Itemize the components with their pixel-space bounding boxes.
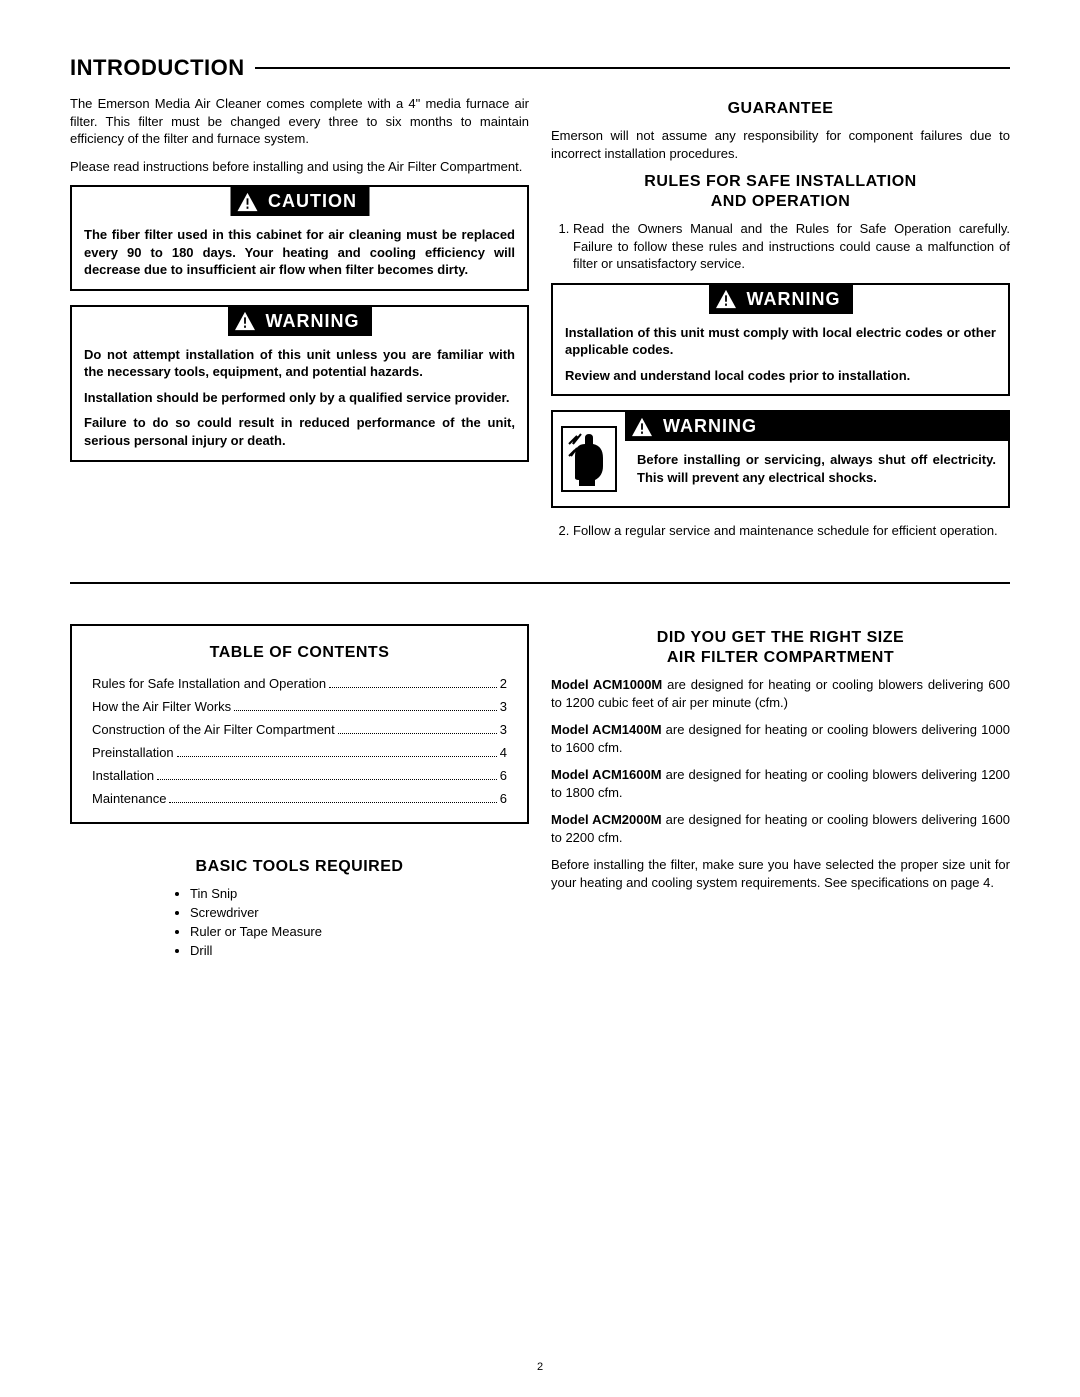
caution-header: CAUTION (230, 187, 369, 216)
warning-triangle-icon (234, 311, 256, 331)
toc-label: Installation (92, 768, 154, 783)
warning-label-2: WARNING (747, 289, 841, 310)
rules-list-1: Read the Owners Manual and the Rules for… (551, 220, 1010, 273)
guarantee-heading: GUARANTEE (551, 99, 1010, 119)
top-right-column: GUARANTEE Emerson will not assume any re… (551, 95, 1010, 550)
caution-body: The fiber filter used in this cabinet fo… (84, 226, 515, 279)
toc-page: 3 (500, 722, 507, 737)
page: INTRODUCTION The Emerson Media Air Clean… (0, 0, 1080, 1397)
rules-list-2: Follow a regular service and maintenance… (551, 522, 1010, 540)
toc-page: 6 (500, 791, 507, 806)
electric-shock-hand-icon (561, 426, 617, 492)
toc-dots (157, 779, 497, 780)
toc-row: Installation 6 (92, 768, 507, 783)
size-heading: DID YOU GET THE RIGHT SIZE AIR FILTER CO… (551, 628, 1010, 668)
warning-header-3: WARNING (625, 412, 1008, 441)
bottom-columns: TABLE OF CONTENTS Rules for Safe Install… (70, 624, 1010, 962)
model-name: Model ACM1400M (551, 722, 662, 737)
toc-dots (338, 733, 497, 734)
warning-triangle-icon (236, 192, 258, 212)
model-name: Model ACM1600M (551, 767, 662, 782)
toc-dots (169, 802, 496, 803)
title-rule (255, 67, 1010, 69)
size-footer: Before installing the filter, make sure … (551, 856, 1010, 891)
rules-heading: RULES FOR SAFE INSTALLATION AND OPERATIO… (551, 172, 1010, 212)
horizontal-divider (70, 582, 1010, 584)
warning3-content: WARNING Before installing or servicing, … (625, 412, 1008, 506)
toc-label: Construction of the Air Filter Compartme… (92, 722, 335, 737)
toc-label: Rules for Safe Installation and Operatio… (92, 676, 326, 691)
size-heading-l2: AIR FILTER COMPARTMENT (667, 649, 894, 666)
toc-box: TABLE OF CONTENTS Rules for Safe Install… (70, 624, 529, 824)
caution-box: CAUTION The fiber filter used in this ca… (70, 185, 529, 291)
tool-item: Drill (190, 943, 529, 958)
warning2-p1: Installation of this unit must comply wi… (565, 324, 996, 359)
toc-dots (329, 687, 497, 688)
toc-label: Maintenance (92, 791, 166, 806)
bottom-right-column: DID YOU GET THE RIGHT SIZE AIR FILTER CO… (551, 624, 1010, 962)
model-row: Model ACM2000M are designed for heating … (551, 811, 1010, 846)
warning-triangle-icon (715, 289, 737, 309)
warning1-p1: Do not attempt installation of this unit… (84, 346, 515, 381)
size-heading-l1: DID YOU GET THE RIGHT SIZE (657, 629, 904, 646)
warning-header-1: WARNING (228, 307, 372, 336)
bottom-left-column: TABLE OF CONTENTS Rules for Safe Install… (70, 624, 529, 962)
rule-item-1: Read the Owners Manual and the Rules for… (573, 220, 1010, 273)
rule-item-2: Follow a regular service and maintenance… (573, 522, 1010, 540)
warning-box-3: WARNING Before installing or servicing, … (551, 410, 1010, 508)
toc-page: 2 (500, 676, 507, 691)
caution-label: CAUTION (268, 191, 357, 212)
tool-item: Ruler or Tape Measure (190, 924, 529, 939)
rules-heading-l2: AND OPERATION (711, 193, 851, 210)
warning-label-3: WARNING (663, 416, 757, 437)
warning-label-1: WARNING (266, 311, 360, 332)
warning1-p3: Failure to do so could result in reduced… (84, 414, 515, 449)
model-row: Model ACM1600M are designed for heating … (551, 766, 1010, 801)
top-columns: The Emerson Media Air Cleaner comes comp… (70, 95, 1010, 550)
warning-box-1: WARNING Do not attempt installation of t… (70, 305, 529, 462)
toc-row: How the Air Filter Works 3 (92, 699, 507, 714)
toc-dots (177, 756, 497, 757)
tool-item: Tin Snip (190, 886, 529, 901)
model-name: Model ACM2000M (551, 812, 662, 827)
toc-dots (234, 710, 497, 711)
model-row: Model ACM1400M are designed for heating … (551, 721, 1010, 756)
warning2-p2: Review and understand local codes prior … (565, 367, 996, 385)
toc-row: Construction of the Air Filter Compartme… (92, 722, 507, 737)
page-number: 2 (537, 1361, 543, 1373)
warning3-body: Before installing or servicing, always s… (637, 451, 996, 486)
warning1-p2: Installation should be performed only by… (84, 389, 515, 407)
toc-title: TABLE OF CONTENTS (92, 644, 507, 662)
toc-page: 3 (500, 699, 507, 714)
tools-title: BASIC TOOLS REQUIRED (70, 858, 529, 876)
model-name: Model ACM1000M (551, 677, 662, 692)
toc-page: 6 (500, 768, 507, 783)
warning-header-2: WARNING (709, 285, 853, 314)
toc-row: Rules for Safe Installation and Operatio… (92, 676, 507, 691)
toc-page: 4 (500, 745, 507, 760)
warning-triangle-icon (631, 417, 653, 437)
guarantee-body: Emerson will not assume any responsibili… (551, 127, 1010, 162)
toc-label: Preinstallation (92, 745, 174, 760)
rules-heading-l1: RULES FOR SAFE INSTALLATION (644, 173, 916, 190)
section-title: INTRODUCTION (70, 55, 245, 81)
toc-label: How the Air Filter Works (92, 699, 231, 714)
shock-icon-cell (553, 412, 625, 506)
intro-paragraph-2: Please read instructions before installi… (70, 158, 529, 176)
top-left-column: The Emerson Media Air Cleaner comes comp… (70, 95, 529, 550)
tools-list: Tin Snip Screwdriver Ruler or Tape Measu… (70, 886, 529, 958)
section-title-row: INTRODUCTION (70, 55, 1010, 81)
intro-paragraph-1: The Emerson Media Air Cleaner comes comp… (70, 95, 529, 148)
warning-box-2: WARNING Installation of this unit must c… (551, 283, 1010, 397)
model-row: Model ACM1000M are designed for heating … (551, 676, 1010, 711)
toc-row: Maintenance 6 (92, 791, 507, 806)
tool-item: Screwdriver (190, 905, 529, 920)
toc-row: Preinstallation 4 (92, 745, 507, 760)
